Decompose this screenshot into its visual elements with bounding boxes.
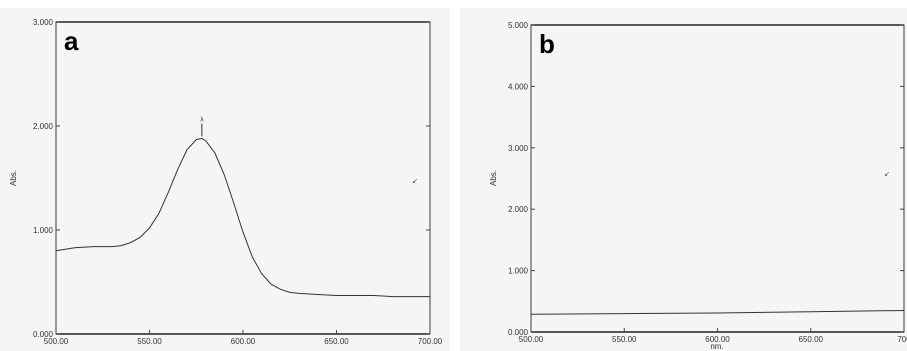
panel-a-x-tick-label: 650.00	[324, 337, 349, 346]
panel-a-background	[0, 8, 450, 351]
panel-a-letter: a	[64, 26, 79, 56]
panel-b-x-axis-label: nm.	[710, 342, 723, 351]
panel-b-y-tick-label: 3.000	[508, 144, 529, 153]
panel-a-y-tick-label: 2.000	[33, 122, 54, 131]
panel-a-x-tick-label: 700.00	[418, 337, 443, 346]
panel-b-x-tick-label: 500.00	[519, 335, 544, 344]
panel-a-peak-marker-label: λ	[200, 116, 204, 123]
panel-a-y-tick-label: 1.000	[33, 226, 54, 235]
panel-a-x-tick-label: 600.00	[231, 337, 256, 346]
panel-a: a Abs. 0.000 1.000 2.000 3.000 500.00 550.00…	[9, 18, 443, 346]
panel-a-series	[55, 137, 430, 298]
panel-a-y-tick-label: 3.000	[33, 18, 54, 27]
panel-b-y-tick-label: 1.000	[508, 267, 529, 276]
panel-b-y-tick-label: 0.000	[508, 328, 529, 337]
panel-b-y-tick-label: 5.000	[508, 21, 529, 30]
panel-a-peak-marker: λ	[200, 116, 204, 137]
panel-b-series	[530, 310, 905, 315]
panel-b-x-tick-label: 700	[897, 335, 907, 344]
panel-b-letter: b	[539, 29, 555, 59]
panel-b-y-axis-label: Abs.	[489, 170, 498, 186]
panel-a-plot-frame	[55, 21, 431, 335]
panel-b-x-tick-label: 650.00	[799, 335, 824, 344]
panel-a-spectrum-line	[55, 137, 430, 298]
panel-a-x-tick-label: 550.00	[137, 337, 162, 346]
panel-a-y-axis-label: Abs.	[9, 170, 18, 186]
panel-b-y-ticks: 0.000 1.000 2.000 3.000 4.000 5.000	[508, 21, 904, 337]
panel-a-cursor-arrow-icon: ↙	[412, 177, 418, 185]
panel-b-y-tick-label: 4.000	[508, 82, 529, 91]
panel-a-x-tick-label: 500.00	[44, 337, 69, 346]
panel-b-background	[460, 8, 907, 351]
panel-b: b Abs. nm. 0.000 1.000 2.000 3.000 4.000 5.00…	[489, 21, 907, 351]
panel-b-x-tick-label: 600.00	[705, 335, 730, 344]
panel-b-plot-frame	[530, 24, 905, 333]
panel-b-x-ticks: 500.00 550.00 600.00 650.00 700	[519, 328, 907, 344]
panel-a-y-ticks: 0.000 1.000 2.000 3.000	[33, 18, 430, 339]
panel-b-spectrum-line	[530, 310, 905, 315]
panel-b-y-tick-label: 2.000	[508, 205, 529, 214]
panel-a-x-ticks: 500.00 550.00 600.00 650.00 700.00	[44, 330, 443, 346]
panel-a-y-tick-label: 0.000	[33, 330, 54, 339]
panel-b-cursor-arrow-icon: ↙	[884, 170, 890, 178]
panel-b-x-tick-label: 550.00	[612, 335, 637, 344]
